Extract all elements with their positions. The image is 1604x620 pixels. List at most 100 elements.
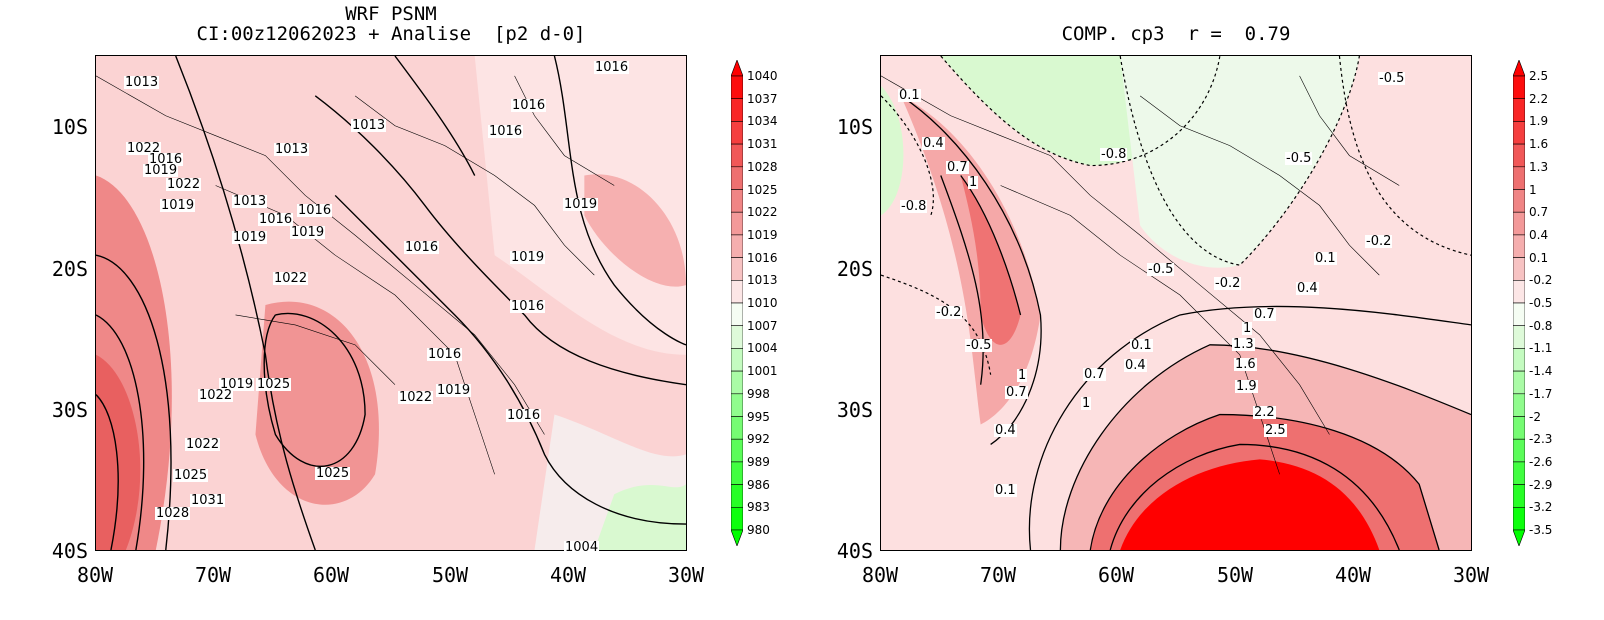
right-contour-label: 0.7 xyxy=(946,160,969,175)
right-contour-label: 0.4 xyxy=(922,136,945,151)
right-colorbar-segment xyxy=(1513,98,1525,122)
left-colorbar-tick-label: 1007 xyxy=(747,318,778,333)
left-colorbar-tick-label: 1022 xyxy=(747,205,778,220)
right-contour-label: 0.1 xyxy=(1130,338,1153,353)
right-contour-label: 1 xyxy=(1242,321,1253,336)
left-contour-label: 1019 xyxy=(436,383,472,398)
left-lat-tick-20s: 20S xyxy=(51,257,88,281)
right-contour-label: 1 xyxy=(968,175,979,190)
left-contour-label: 1013 xyxy=(232,194,268,209)
right-contour-label: -0.5 xyxy=(1147,262,1175,277)
left-colorbar-segment xyxy=(731,143,743,168)
right-colorbar-tick-label: -1.7 xyxy=(1529,386,1553,401)
left-colorbar-segment xyxy=(731,121,743,145)
right-contour-label: 0.4 xyxy=(1124,358,1147,373)
left-colorbar-tick-label: 986 xyxy=(747,477,770,492)
right-contour-label: -0.8 xyxy=(1100,147,1128,162)
left-contour-label: 1016 xyxy=(148,152,184,167)
left-contour-label: 1016 xyxy=(506,408,542,423)
left-colorbar-tick-label: 1013 xyxy=(747,273,778,288)
left-lat-tick-10s: 10S xyxy=(51,115,88,139)
left-colorbar-tick-label: 1037 xyxy=(747,91,778,106)
left-colorbar-tick-label: 1034 xyxy=(747,114,778,129)
right-colorbar-bottom-arrow xyxy=(1513,529,1525,546)
left-contour-label: 1013 xyxy=(124,75,160,90)
right-colorbar-segment xyxy=(1513,461,1525,485)
left-colorbar-top-arrow xyxy=(731,60,743,77)
right-colorbar xyxy=(1513,60,1525,546)
left-contour-label: 1016 xyxy=(258,212,294,227)
right-colorbar-segment xyxy=(1513,121,1525,145)
left-colorbar-segment xyxy=(731,257,743,281)
right-colorbar-tick-label: -0.8 xyxy=(1529,318,1553,333)
left-colorbar-tick-label: 992 xyxy=(747,432,770,447)
right-lon-tick-40w: 40W xyxy=(1334,563,1372,587)
right-lon-tick-70w: 70W xyxy=(979,563,1017,587)
left-colorbar-tick-label: 1019 xyxy=(747,227,778,242)
left-contour-label: 1004 xyxy=(564,540,600,555)
right-contour-label: 0.7 xyxy=(1005,385,1028,400)
right-lon-tick-50w: 50W xyxy=(1216,563,1254,587)
right-colorbar-tick-label: -2.3 xyxy=(1529,432,1553,447)
right-colorbar-tick-label: -0.5 xyxy=(1529,296,1553,310)
left-contour-label: 1019 xyxy=(510,250,546,265)
left-lon-tick-30w: 30W xyxy=(667,563,705,587)
left-contour-label: 1016 xyxy=(427,347,463,362)
right-contour-label: 0.7 xyxy=(1253,307,1276,322)
left-contour-label: 1019 xyxy=(563,197,599,212)
right-colorbar-tick-label: 1.3 xyxy=(1529,159,1549,174)
right-contour-label: 1.9 xyxy=(1235,379,1258,394)
left-colorbar-segment xyxy=(731,280,743,304)
right-contour-label: 1.6 xyxy=(1234,357,1257,372)
left-contour-label: 1022 xyxy=(198,388,234,403)
left-colorbar xyxy=(731,60,743,546)
left-lon-tick-50w: 50W xyxy=(431,563,469,587)
left-colorbar-segment xyxy=(731,98,743,122)
left-map-canvas xyxy=(96,56,686,550)
left-contour-label: 1013 xyxy=(351,118,387,133)
left-colorbar-segment xyxy=(731,234,743,258)
left-contour-label: 1019 xyxy=(143,163,179,178)
right-colorbar-tick-label: 0.1 xyxy=(1529,250,1549,265)
left-colorbar-segment xyxy=(731,325,743,349)
left-contour-label: 1019 xyxy=(232,230,268,245)
left-colorbar-segment xyxy=(731,506,743,531)
right-colorbar-tick-label: -3.2 xyxy=(1529,500,1553,515)
left-contour-label: 1022 xyxy=(126,141,162,156)
left-colorbar-segment xyxy=(731,370,743,395)
left-contour-label: 1025 xyxy=(173,468,209,483)
right-contour-label: -0.5 xyxy=(1285,151,1313,166)
left-contour-label: 1025 xyxy=(315,466,351,481)
left-lat-tick-30s: 30S xyxy=(51,398,88,422)
right-colorbar-segment xyxy=(1513,166,1525,190)
right-colorbar-segment xyxy=(1513,484,1525,508)
left-contour-label: 1016 xyxy=(511,98,547,113)
right-colorbar-segment xyxy=(1513,506,1525,531)
left-lat-tick-40s: 40S xyxy=(51,539,88,563)
left-lon-tick-40w: 40W xyxy=(549,563,587,587)
left-contour-label: 1016 xyxy=(510,299,546,314)
right-colorbar-segment xyxy=(1513,280,1525,304)
left-contour-label: 1016 xyxy=(488,124,524,139)
left-colorbar-tick-label: 1004 xyxy=(747,341,778,356)
right-colorbar-segment xyxy=(1513,257,1525,281)
left-colorbar-tick-label: 980 xyxy=(747,523,770,537)
right-colorbar-top-arrow xyxy=(1513,60,1525,77)
left-contour-label: 1019 xyxy=(219,377,255,392)
left-colorbar-tick-label: 998 xyxy=(747,386,770,401)
right-colorbar-segment xyxy=(1513,211,1525,236)
left-colorbar-segment xyxy=(731,211,743,236)
right-contour-label: -0.5 xyxy=(1378,71,1406,86)
right-colorbar-segment xyxy=(1513,234,1525,258)
right-colorbar-tick-label: -2 xyxy=(1529,409,1541,424)
left-contour-label: 1031 xyxy=(190,493,226,508)
right-colorbar-tick-label: 0.4 xyxy=(1529,227,1549,242)
right-contour-label: 0.1 xyxy=(898,88,921,103)
left-colorbar-segment xyxy=(731,438,743,463)
left-title-line1: WRF PSNM xyxy=(345,3,437,25)
left-contour-label: 1019 xyxy=(290,225,326,240)
left-contour-label: 1022 xyxy=(273,271,309,286)
left-contour-label: 1016 xyxy=(297,203,333,218)
right-contour-label: 0.4 xyxy=(994,423,1017,438)
right-colorbar-segment xyxy=(1513,348,1525,372)
